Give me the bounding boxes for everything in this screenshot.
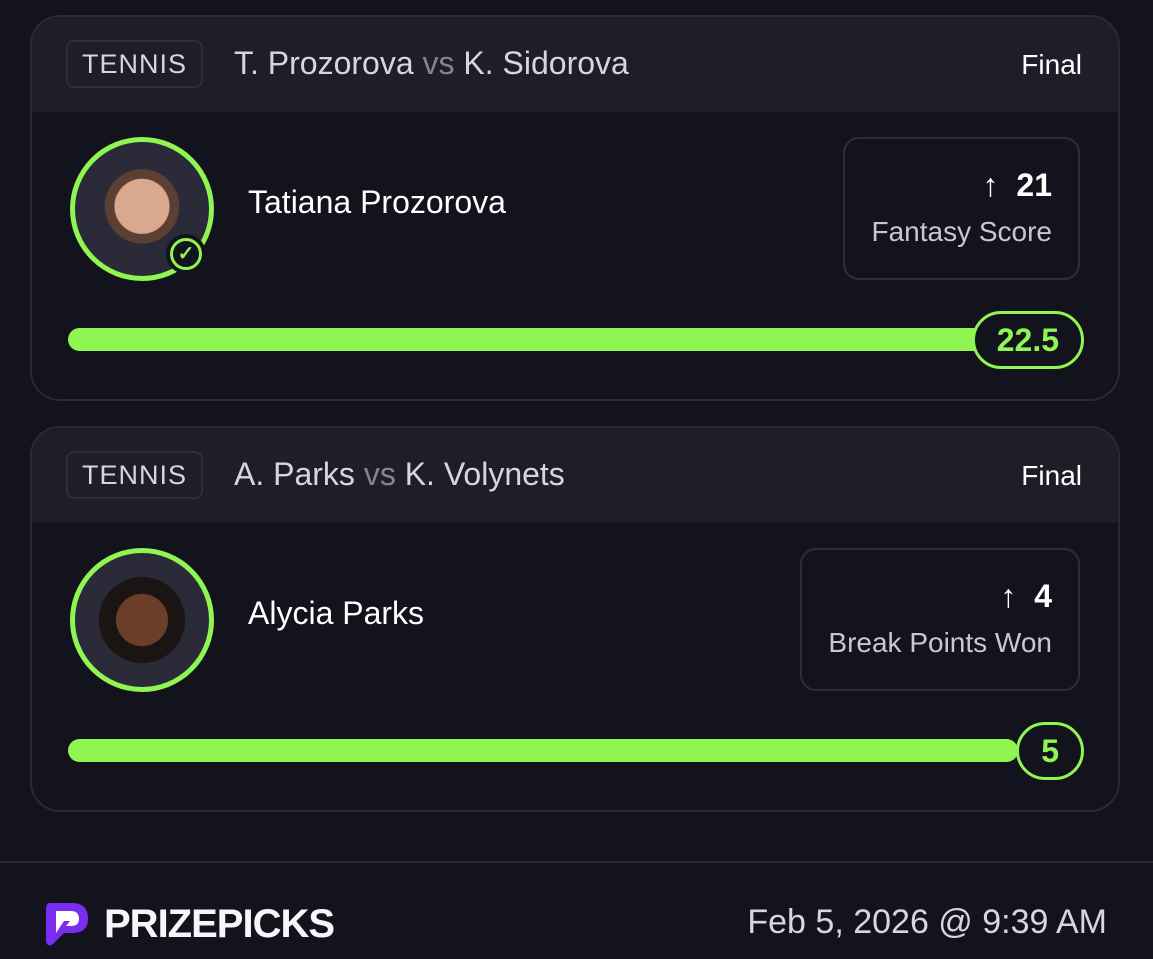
stat-label: Break Points Won [828,627,1052,658]
stat-box: ↑ 4 Break Points Won [800,548,1080,691]
player-2: K. Sidorova [463,45,629,81]
player-name: Tatiana Prozorova [248,184,506,220]
stat-box: ↑ 21 Fantasy Score [843,137,1080,280]
pick-card: TENNIS T. Prozorova vs K. Sidorova Final… [30,15,1120,401]
stat-label: Fantasy Score [871,216,1052,247]
progress-bar [68,328,988,351]
vs-label: vs [422,45,455,81]
line-value: 22.5 [971,311,1084,369]
player-1: T. Prozorova [234,45,414,81]
footer-divider [0,861,1153,863]
prizepicks-logo-icon [42,899,92,954]
matchup: T. Prozorova vs K. Sidorova [234,45,629,82]
player-name: Alycia Parks [248,595,425,631]
matchup: A. Parks vs K. Volynets [234,456,565,493]
player-1: A. Parks [234,456,355,492]
arrow-up-icon: ↑ [1000,578,1017,614]
player-2: K. Volynets [404,456,565,492]
game-status: Final [1021,460,1082,491]
sport-tag: TENNIS [66,40,204,88]
brand-name: PRIZEPICKS [104,902,335,946]
vs-label: vs [363,456,396,492]
player-avatar [70,548,214,692]
sport-tag: TENNIS [66,451,204,499]
line-value: 5 [1016,722,1084,780]
card-header: TENNIS T. Prozorova vs K. Sidorova Final [32,17,1118,112]
progress-bar [68,739,1018,762]
check-icon: ✓ [166,234,206,274]
player-avatar [70,137,214,281]
card-header: TENNIS A. Parks vs K. Volynets Final [32,428,1118,523]
stat-value: 21 [1016,167,1052,203]
pick-card: TENNIS A. Parks vs K. Volynets Final Aly… [30,426,1120,812]
arrow-up-icon: ↑ [982,167,999,203]
stat-value: 4 [1034,578,1052,614]
timestamp: Feb 5, 2026 @ 9:39 AM [747,903,1107,941]
game-status: Final [1021,49,1082,80]
